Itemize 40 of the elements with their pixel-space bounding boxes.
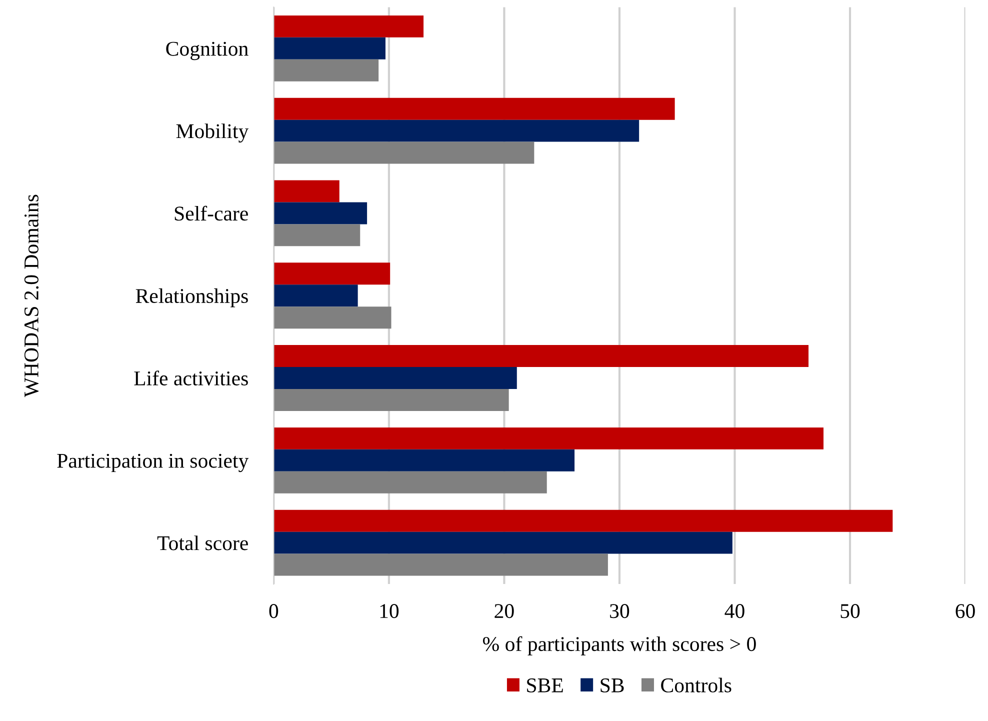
y-tick-label: Relationships: [136, 288, 248, 308]
y-tick-label: Participation in society: [57, 454, 249, 472]
legend-label: Controls: [661, 678, 732, 692]
bar: [274, 306, 392, 329]
x-tick-label: 40: [724, 604, 744, 618]
y-tick-label: Cognition: [166, 42, 248, 60]
bar: [274, 98, 675, 120]
y-tick-label: Total score: [157, 536, 248, 550]
bar: [274, 345, 809, 368]
x-axis-title: % of participants with scores > 0: [482, 636, 756, 656]
bar: [274, 449, 575, 472]
bar: [274, 532, 732, 554]
bar: [274, 224, 360, 246]
bar: [274, 180, 340, 202]
bar: [274, 284, 358, 307]
x-tick-label: 10: [380, 604, 399, 618]
bar: [274, 120, 640, 142]
x-tick-label: 50: [840, 604, 860, 618]
bar: [274, 37, 386, 60]
x-tick-label: 20: [494, 604, 514, 618]
bar: [274, 471, 547, 494]
bar: [274, 59, 379, 82]
bar: [274, 202, 368, 224]
y-axis-title: WHODAS 2.0 Domains: [24, 194, 39, 398]
legend-label: SBE: [527, 678, 563, 692]
y-tick-label: Mobility: [176, 124, 249, 143]
y-tick-label: Life activities: [134, 370, 248, 386]
x-tick-label: 30: [610, 604, 630, 618]
bar: [274, 554, 608, 576]
bar: [274, 262, 390, 285]
legend-label: SB: [600, 678, 624, 692]
bar: [274, 510, 893, 532]
x-tick-label: 0: [269, 604, 278, 618]
bar: [274, 427, 824, 450]
bar: [274, 15, 424, 38]
x-tick-label: 60: [956, 604, 975, 618]
bar: [274, 367, 517, 389]
y-tick-label: Self-care: [174, 206, 248, 221]
bar: [274, 388, 509, 411]
bar: [274, 142, 534, 164]
